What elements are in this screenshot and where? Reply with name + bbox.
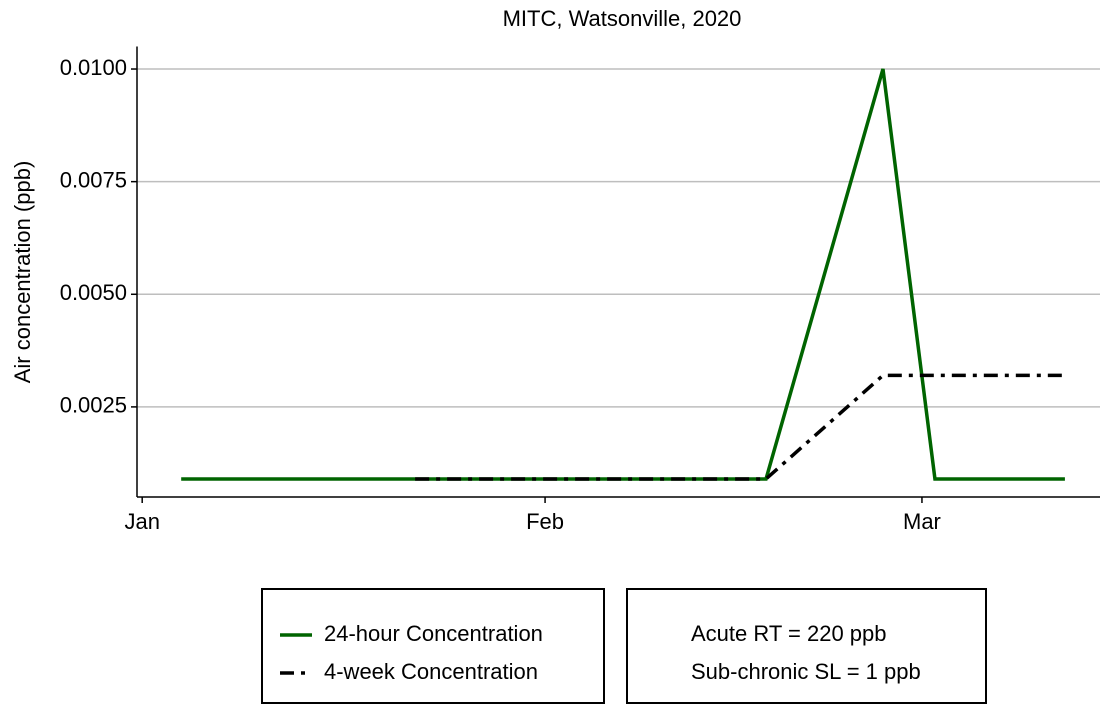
legend-box (261, 588, 605, 704)
chart-title: MITC, Watsonville, 2020 (503, 6, 742, 31)
x-tick-label: Jan (124, 509, 159, 534)
legend-label: 4-week Concentration (324, 659, 538, 684)
y-tick-label: 0.0100 (60, 55, 127, 80)
y-tick-label: 0.0025 (60, 393, 127, 418)
annotation-box (626, 588, 987, 704)
series-line (181, 68, 1065, 481)
x-tick-label: Feb (526, 509, 564, 534)
series-line (415, 373, 1065, 481)
legend-label: 24-hour Concentration (324, 621, 543, 646)
annotation: Acute RT = 220 ppb (691, 621, 887, 646)
x-tick-label: Mar (903, 509, 941, 534)
y-tick-label: 0.0075 (60, 167, 127, 192)
annotation: Sub-chronic SL = 1 ppb (691, 659, 921, 684)
y-axis-label: Air concentration (ppb) (10, 161, 35, 384)
y-tick-label: 0.0050 (60, 280, 127, 305)
